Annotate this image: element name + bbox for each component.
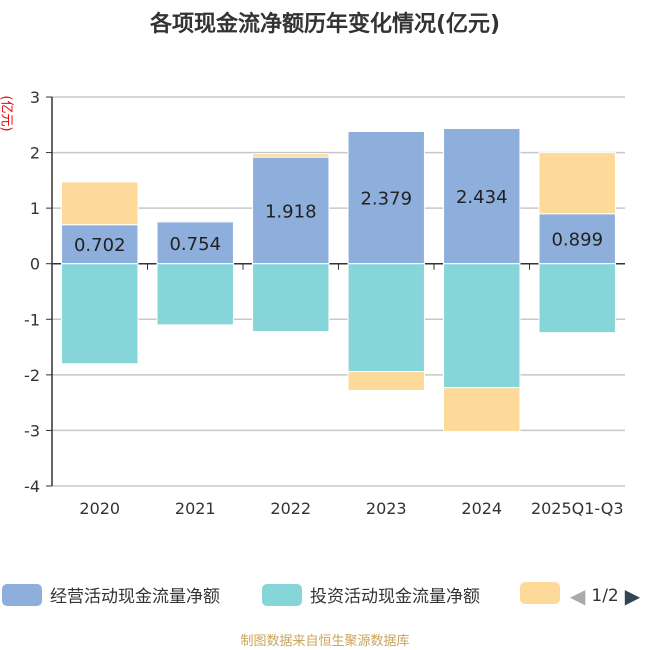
x-tick-label: 2024 <box>461 499 502 518</box>
y-tick-label: -4 <box>24 477 40 496</box>
bar-segment <box>347 131 425 265</box>
legend-item-operating[interactable]: 经营活动现金流量净额 <box>2 582 220 607</box>
chart-area: 3 2 1 0 -1 -2 -3 -4 2020 0.702 2021 0.754 2022 1.918 2… <box>24 88 625 518</box>
bar-segment <box>443 263 521 389</box>
bar-segment <box>347 371 425 391</box>
bar-segment <box>61 263 139 365</box>
legend-label: 经营活动现金流量净额 <box>50 587 220 607</box>
bar-segment <box>538 213 616 265</box>
legend-swatch <box>262 583 302 606</box>
bar-segment <box>538 152 616 215</box>
chart-title: 各项现金流净额历年变化情况(亿元) <box>149 12 501 37</box>
bar-segment <box>347 263 425 373</box>
bar-segment <box>156 220 234 223</box>
data-label: 0.899 <box>551 230 603 251</box>
next-page-icon[interactable]: ▶ <box>624 584 641 608</box>
page-indicator: 1/2 <box>591 586 619 606</box>
bar-segment <box>61 224 139 265</box>
y-tick-label: -3 <box>24 421 40 440</box>
y-tick-label: 2 <box>30 144 40 163</box>
data-label: 0.754 <box>169 234 221 255</box>
x-tick-label: 2020 <box>79 499 120 518</box>
y-tick-label: -1 <box>24 310 40 329</box>
bar-segment <box>156 263 234 326</box>
y-tick-label: 0 <box>30 255 40 274</box>
x-tick-label: 2021 <box>175 499 216 518</box>
x-tick-label: 2022 <box>270 499 311 518</box>
data-label: 1.918 <box>265 201 317 222</box>
legend-pager: ◀ 1/2 ▶ <box>570 584 640 608</box>
legend-swatch <box>520 582 560 604</box>
y-tick-label: 1 <box>30 199 40 218</box>
bar-segment <box>443 127 521 265</box>
bar-segment <box>252 263 330 333</box>
data-label: 0.702 <box>74 235 126 256</box>
prev-page-icon[interactable]: ◀ <box>570 584 586 608</box>
legend-item-investing[interactable]: 投资活动现金流量净额 <box>262 582 480 607</box>
legend-label: 投资活动现金流量净额 <box>310 587 480 607</box>
source-note: 制图数据来自恒生聚源数据库 <box>240 634 410 649</box>
x-tick-label: 2025Q1-Q3 <box>531 499 624 518</box>
legend-item-third[interactable] <box>520 582 568 604</box>
bar-segment <box>443 387 521 433</box>
bar-segment <box>538 263 616 334</box>
y-tick-label: 3 <box>30 88 40 107</box>
legend-swatch <box>2 583 42 606</box>
bar-segment <box>61 181 139 226</box>
y-tick-label: -2 <box>24 366 40 385</box>
bar-segment <box>252 153 330 158</box>
x-tick-label: 2023 <box>366 499 407 518</box>
legend: 经营活动现金流量净额 投资活动现金流量净额 <box>0 582 650 612</box>
bar-segment <box>252 156 330 265</box>
data-label: 2.379 <box>360 189 412 210</box>
data-label: 2.434 <box>456 187 508 208</box>
